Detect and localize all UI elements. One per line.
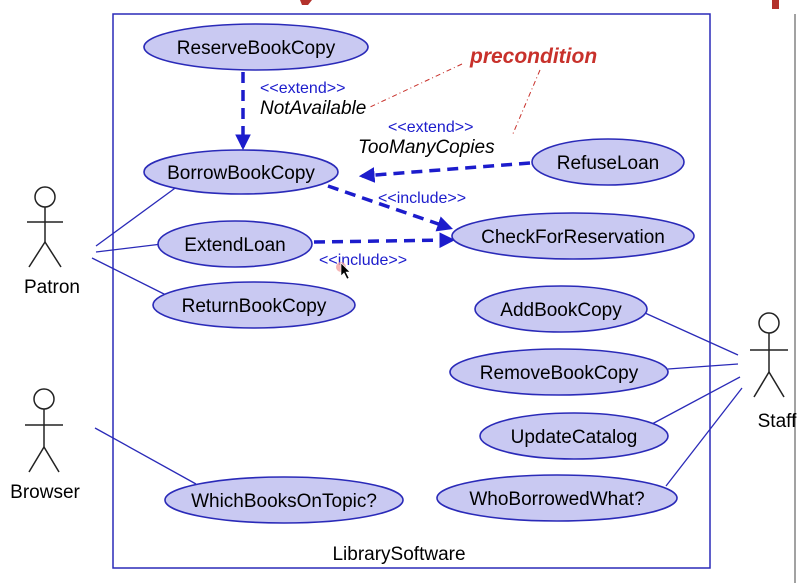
assoc-patron-return	[91, 257, 173, 299]
assoc-patron-borrow	[95, 185, 179, 247]
use-case-reserve-label: ReserveBookCopy	[177, 38, 336, 59]
note-link-2	[511, 69, 541, 137]
use-case-return: ReturnBookCopy	[152, 281, 356, 329]
extend-arrow-refuse-borrow	[358, 161, 531, 183]
use-case-return-shape	[152, 281, 356, 329]
assoc-staff-who	[665, 387, 743, 487]
use-case-check: CheckForReservation	[451, 212, 695, 260]
use-case-refuse-label: RefuseLoan	[557, 153, 659, 174]
assoc-staff-add	[644, 312, 739, 356]
actor-browser-label: Browser	[10, 482, 80, 503]
use-case-reserve: ReserveBookCopy	[143, 23, 369, 71]
use-case-who-shape	[436, 474, 678, 522]
use-case-which: WhichBooksOnTopic?	[164, 476, 404, 524]
actor-patron-label: Patron	[24, 277, 80, 298]
use-case-reserve-shape	[143, 23, 369, 71]
use-case-extend-shape	[157, 220, 313, 268]
use-case-update-shape	[479, 412, 669, 460]
actor-patron-figure	[27, 186, 63, 268]
note-link-1	[367, 63, 463, 109]
use-case-borrow-shape	[143, 149, 339, 195]
title-fragment	[300, 0, 312, 5]
use-case-add-shape	[474, 285, 648, 333]
dependencies	[235, 72, 531, 249]
use-case-check-shape	[451, 212, 695, 260]
extend-condition-2: TooManyCopies	[358, 137, 495, 158]
assoc-patron-extend	[95, 243, 163, 253]
use-case-return-label: ReturnBookCopy	[182, 296, 327, 317]
slide-top-strip	[0, 0, 808, 10]
use-case-extend: ExtendLoan	[157, 220, 313, 268]
assoc-browser-which	[94, 427, 197, 485]
use-case-add: AddBookCopy	[474, 285, 648, 333]
precondition-note: precondition	[469, 45, 597, 68]
actor-staff-label: Staff	[758, 411, 797, 432]
use-case-borrow: BorrowBookCopy	[143, 149, 339, 195]
use-case-who: WhoBorrowedWhat?	[436, 474, 678, 522]
use-case-refuse-shape	[531, 138, 685, 186]
use-case-who-label: WhoBorrowedWhat?	[469, 489, 644, 510]
extend-condition-1: NotAvailable	[260, 98, 366, 119]
use-case-extend-label: ExtendLoan	[184, 235, 285, 256]
use-case-add-label: AddBookCopy	[500, 300, 622, 321]
title-fragment-right	[772, 0, 779, 9]
use-case-update: UpdateCatalog	[479, 412, 669, 460]
use-case-update-label: UpdateCatalog	[511, 427, 638, 448]
actor-staff-figure	[750, 312, 788, 398]
use-case-check-label: CheckForReservation	[481, 227, 665, 248]
extend-stereotype-2: <<extend>>	[388, 119, 473, 136]
extend-stereotype-1: <<extend>>	[260, 80, 345, 97]
use-case-refuse: RefuseLoan	[531, 138, 685, 186]
use-case-borrow-label: BorrowBookCopy	[167, 163, 315, 184]
actor-browser-figure	[25, 388, 63, 473]
include-arrow-borrow-check	[327, 184, 453, 232]
use-case-remove-shape	[449, 348, 669, 396]
use-case-which-label: WhichBooksOnTopic?	[191, 491, 377, 512]
use-case-remove: RemoveBookCopy	[449, 348, 669, 396]
mouse-cursor-icon	[336, 262, 351, 280]
use-case-which-shape	[164, 476, 404, 524]
assoc-staff-remove	[667, 363, 739, 370]
assoc-staff-update	[651, 376, 741, 425]
include-arrow-extend-check	[313, 232, 456, 249]
use-case-remove-label: RemoveBookCopy	[480, 363, 639, 384]
include-stereotype-2: <<include>>	[319, 252, 407, 269]
associations	[91, 185, 743, 487]
system-label: LibrarySoftware	[332, 544, 465, 565]
system-boundary	[112, 13, 711, 569]
include-stereotype-1: <<include>>	[378, 190, 466, 207]
